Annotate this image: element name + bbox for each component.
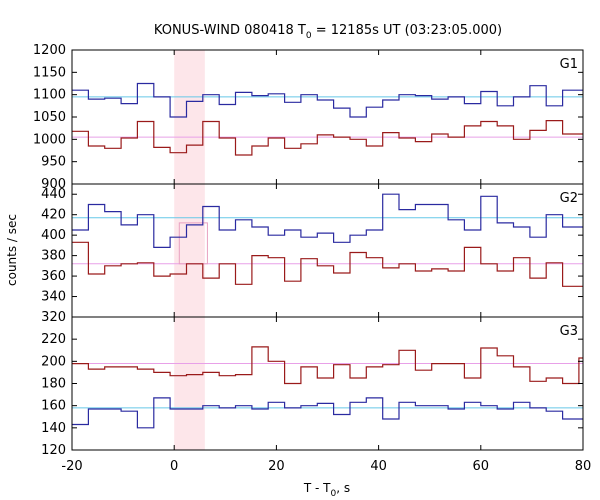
y-tick-label: 400 [41,228,66,243]
x-tick-label: 40 [370,459,387,474]
series-g2-blue [72,193,583,248]
y-tick-label: 900 [41,177,66,192]
x-tick-label: 20 [268,459,285,474]
x-tick-label: -20 [61,459,82,474]
y-tick-label: 320 [41,310,66,325]
panel-label: G2 [560,191,578,206]
y-tick-label: 1000 [33,132,66,147]
y-tick-label: 360 [41,269,66,284]
y-axis-title: counts / sec [5,214,19,286]
panel-label: G3 [560,324,578,339]
series-g1-red [72,120,583,156]
y-tick-label: 340 [41,290,66,305]
x-axis-title: T - T0, s [303,481,350,499]
y-tick-label: 160 [41,399,66,414]
series-g1-blue [72,82,583,118]
x-tick-label: 60 [473,459,490,474]
x-tick-label: 0 [170,459,178,474]
y-tick-label: 380 [41,249,66,264]
x-tick-label: 80 [575,459,592,474]
series-g2-red [72,241,583,287]
y-tick-label: 950 [41,155,66,170]
panel-g3: 120 140 160 180 200 220 G3 [41,316,584,458]
y-tick-label: 1050 [33,110,66,125]
y-tick-label: 420 [41,208,66,223]
series-g3-blue [72,397,583,429]
y-tick-label: 220 [41,332,66,347]
panel-g2: 320 340 360 380 400 420 440 G2 [41,183,584,325]
plot-area: 90095010001050110011501200G1320340360380… [33,43,591,474]
y-tick-label: 120 [41,443,66,458]
y-tick-label: 440 [41,187,66,202]
y-tick-label: 180 [41,377,66,392]
burst-interval-band [174,50,205,450]
series-g3-red [72,346,583,385]
panel-label: G1 [560,57,578,72]
y-tick-label: 200 [41,354,66,369]
y-tick-label: 1150 [33,65,66,80]
y-tick-label: 1200 [33,43,66,58]
y-tick-label: 140 [41,421,66,436]
chart-title: KONUS-WIND 080418 T0 = 12185s UT (03:23:… [154,23,502,41]
y-tick-label: 1100 [33,88,66,103]
